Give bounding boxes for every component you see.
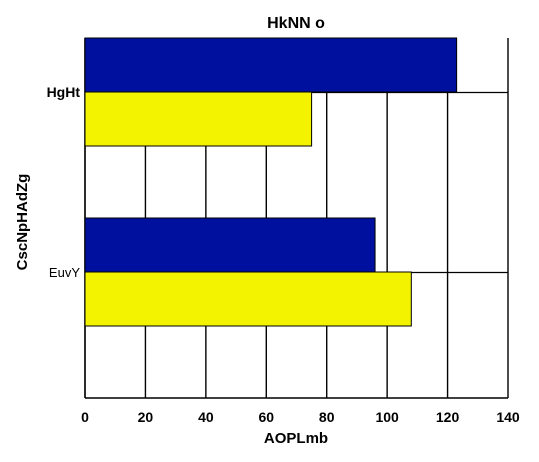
bars — [84, 37, 458, 327]
bar-EuvY-series2 — [84, 271, 412, 327]
bar-HgHt-series2 — [84, 91, 313, 147]
x-tick-label: 60 — [258, 409, 274, 425]
x-tick-label: 20 — [138, 409, 154, 425]
category-label-HgHt: HgHt — [47, 84, 81, 100]
chart-title: HkNN o — [267, 15, 325, 32]
x-tick-label: 0 — [81, 409, 89, 425]
x-axis-title: AOPLmb — [264, 430, 328, 447]
x-tick-labels: 0 20 40 60 80 100 120 140 — [81, 409, 520, 425]
x-tick-label: 40 — [198, 409, 214, 425]
bar-HgHt-series1 — [84, 37, 458, 93]
category-labels: HgHt EuvY — [47, 84, 81, 280]
x-tick-label: 140 — [496, 409, 520, 425]
y-axis-title: CscNpHAdZg — [14, 174, 31, 271]
bar-EuvY-series1 — [84, 217, 376, 273]
category-label-EuvY: EuvY — [49, 265, 80, 280]
x-tick-label: 120 — [436, 409, 460, 425]
x-tick-label: 100 — [375, 409, 399, 425]
x-tick-label: 80 — [319, 409, 335, 425]
